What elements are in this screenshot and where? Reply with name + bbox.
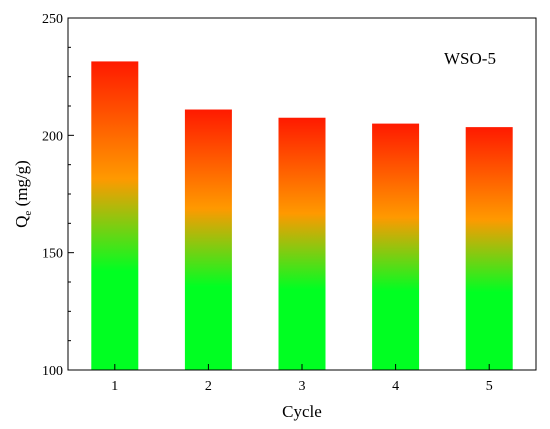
y-axis-label-subscript: e — [22, 211, 34, 216]
y-axis-label-unit: (mg/g) — [12, 160, 31, 211]
y-tick-label: 200 — [42, 129, 63, 144]
x-tick-label: 1 — [111, 379, 118, 394]
bar-cycle-3 — [278, 117, 326, 370]
x-tick-label: 2 — [205, 379, 212, 394]
y-axis-label: Qe (mg/g) — [12, 160, 34, 228]
bar-cycle-4 — [372, 123, 420, 370]
annotation-label: WSO-5 — [444, 49, 496, 68]
y-axis: 100 150 200 250 — [42, 12, 74, 379]
y-tick-label: 100 — [42, 364, 63, 379]
x-axis: 1 2 3 4 5 — [111, 364, 493, 394]
y-tick-label: 250 — [42, 12, 63, 27]
x-axis-label: Cycle — [282, 402, 322, 421]
bar-cycle-2 — [184, 109, 232, 371]
bars-group — [91, 61, 513, 371]
y-tick-label: 150 — [42, 247, 63, 262]
x-tick-label: 3 — [299, 379, 306, 394]
x-tick-label: 5 — [486, 379, 493, 394]
x-tick-label: 4 — [392, 379, 399, 394]
bar-cycle-1 — [91, 61, 139, 371]
y-axis-label-main: Q — [12, 216, 31, 228]
bar-cycle-5 — [465, 127, 513, 371]
